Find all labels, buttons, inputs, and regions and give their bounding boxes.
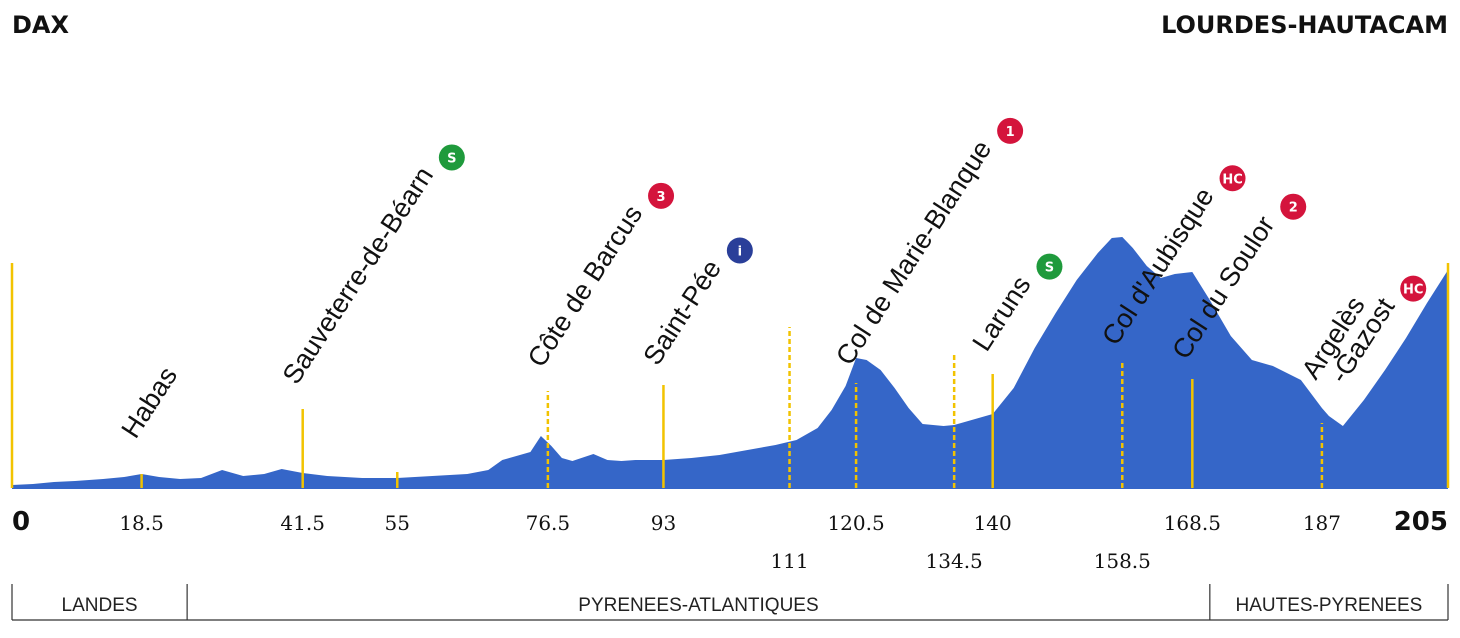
region-label-pyrenees-atlantiques: PYRENEES-ATLANTIQUES	[578, 595, 818, 616]
place-label-saint-pee: Saint-Pée	[637, 254, 727, 370]
climb-category-badge	[997, 117, 1024, 144]
climb-category-badge-text: HC	[1403, 283, 1423, 298]
climb-category-badge-text: HC	[1222, 172, 1242, 187]
km-tick-label: 93	[651, 511, 676, 535]
climb-category-badge	[1280, 193, 1307, 220]
finish-label: LOURDES-HAUTACAM	[1161, 11, 1448, 39]
climb-category-badge	[1036, 253, 1063, 280]
climb-category-badge	[1400, 275, 1427, 302]
km-tick-label: 76.5	[526, 511, 571, 535]
climb-category-badge	[648, 182, 675, 209]
km-tick-label: 187	[1303, 511, 1341, 535]
km-tick-label: 0	[12, 507, 30, 537]
km-tick-label: 134.5	[926, 549, 983, 573]
climb-category-badge-text: S	[447, 151, 456, 166]
region-label-hautes-pyrenees: HAUTES-PYRENEES	[1235, 595, 1422, 616]
climb-category-badge-text: S	[1045, 261, 1054, 276]
place-label-sauveterre-de-bearn: Sauveterre-de-Béarn	[277, 161, 439, 389]
climb-category-badge-text: 3	[657, 190, 666, 205]
km-tick-label: 140	[974, 511, 1012, 535]
start-label: DAX	[12, 11, 69, 39]
km-tick-label: 158.5	[1094, 549, 1151, 573]
climb-category-badge-text: i	[738, 244, 742, 259]
climb-category-badge	[726, 237, 753, 264]
km-tick-label: 41.5	[280, 511, 325, 535]
elevation-profile-area	[12, 237, 1448, 488]
km-tick-label: 120.5	[827, 511, 884, 535]
climb-category-badge	[438, 144, 465, 171]
km-tick-label: 18.5	[119, 511, 164, 535]
place-label-cote-de-barcus: Côte de Barcus	[522, 200, 649, 372]
km-tick-label: 168.5	[1164, 511, 1221, 535]
region-label-landes: LANDES	[62, 595, 138, 616]
climb-category-badge	[1219, 165, 1246, 192]
km-tick-label: 205	[1394, 507, 1448, 537]
km-tick-label: 55	[385, 511, 410, 535]
climb-category-badge-text: 2	[1289, 201, 1298, 216]
climb-category-badge-text: 1	[1006, 125, 1015, 140]
place-label-laruns: Laruns	[967, 271, 1037, 357]
km-tick-label: 111	[770, 549, 808, 573]
place-label-habas: Habas	[115, 361, 183, 443]
